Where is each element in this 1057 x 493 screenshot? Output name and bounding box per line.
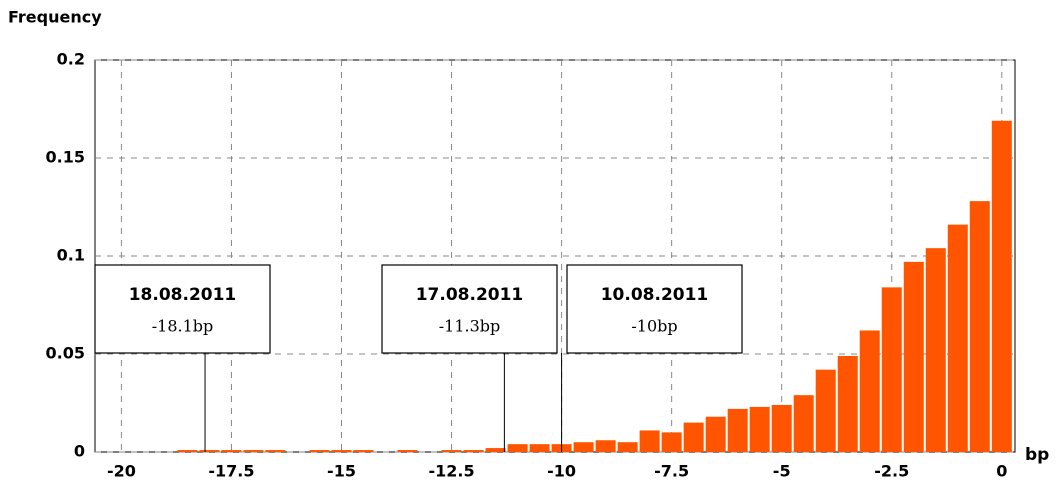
annotation-box	[94, 264, 271, 354]
annotation-box	[381, 264, 558, 354]
annotation-value: -10bp	[631, 317, 677, 336]
annotation-value: -18.1bp	[152, 317, 214, 336]
x-tick-label: -12.5	[428, 462, 474, 481]
y-tick-label: 0.15	[46, 148, 85, 167]
bar	[221, 450, 242, 452]
bar	[595, 440, 616, 452]
annotation-date: 10.08.2011	[601, 285, 709, 305]
x-tick-label: 0	[996, 462, 1007, 481]
bar	[617, 442, 638, 452]
annotation-value: -11.3bp	[439, 317, 501, 336]
annotation-box	[566, 264, 743, 354]
bar	[947, 224, 968, 452]
bar	[903, 261, 924, 452]
bar	[397, 450, 418, 452]
bar	[265, 450, 286, 452]
bar	[837, 355, 858, 452]
bar	[441, 450, 462, 452]
x-tick-label: -15	[327, 462, 356, 481]
bar	[573, 442, 594, 452]
x-tick-label: -17.5	[208, 462, 254, 481]
bar	[661, 432, 682, 452]
bar	[331, 450, 352, 452]
bar	[705, 416, 726, 452]
bar	[507, 444, 528, 452]
bar	[991, 120, 1012, 452]
bar	[639, 430, 660, 452]
x-tick-label: -10	[547, 462, 576, 481]
y-tick-label: 0	[74, 442, 85, 461]
bar	[881, 287, 902, 452]
bar	[749, 406, 770, 452]
annotation-date: 18.08.2011	[129, 285, 237, 305]
bar	[309, 450, 330, 452]
bar	[969, 201, 990, 452]
x-tick-label: -5	[773, 462, 791, 481]
bar	[815, 369, 836, 452]
x-tick-label: -20	[107, 462, 136, 481]
y-tick-label: 0.1	[57, 246, 85, 265]
y-tick-label: 0.05	[46, 344, 85, 363]
bar	[771, 404, 792, 452]
bar	[177, 450, 198, 452]
bar	[485, 448, 506, 452]
y-axis-label: Frequency	[8, 8, 102, 27]
bar	[463, 450, 484, 452]
x-tick-label: -7.5	[654, 462, 689, 481]
x-axis-label: bp	[1025, 445, 1049, 465]
y-tick-label: 0.2	[57, 50, 85, 69]
bar	[683, 422, 704, 452]
bar	[199, 450, 220, 452]
bar	[529, 444, 550, 452]
bar	[793, 395, 814, 452]
bar	[859, 330, 880, 452]
x-tick-label: -2.5	[874, 462, 909, 481]
annotation-date: 17.08.2011	[416, 285, 524, 305]
bar	[727, 408, 748, 452]
bar	[925, 248, 946, 452]
bar	[353, 450, 374, 452]
bar	[243, 450, 264, 452]
